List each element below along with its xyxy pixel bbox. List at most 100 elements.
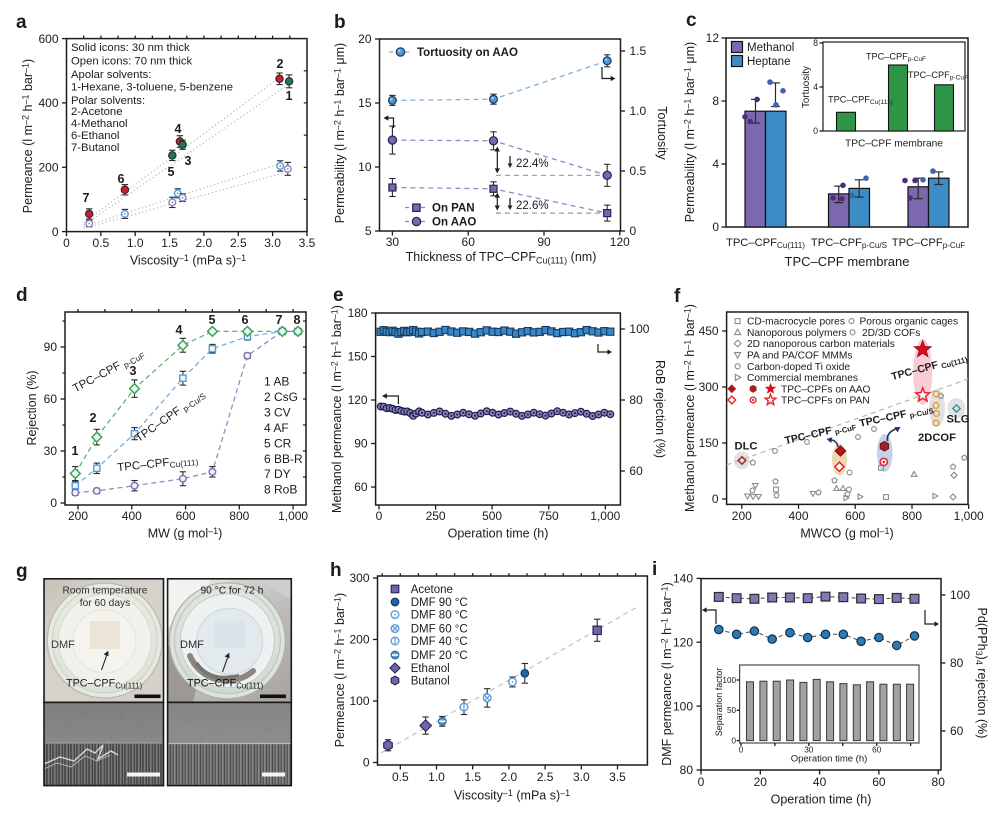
svg-text:5: 5 [365, 224, 372, 238]
svg-text:DMF 80 °C: DMF 80 °C [411, 610, 468, 622]
svg-text:TPC–CPF membrane: TPC–CPF membrane [785, 254, 910, 269]
svg-text:30: 30 [804, 746, 814, 755]
svg-text:0.5: 0.5 [630, 164, 647, 178]
svg-text:90: 90 [44, 340, 58, 354]
svg-text:0.5: 0.5 [392, 770, 409, 784]
svg-text:5: 5 [209, 313, 216, 327]
svg-text:Nanoporous polymers: Nanoporous polymers [747, 328, 847, 339]
svg-text:200: 200 [68, 509, 88, 523]
svg-text:120: 120 [673, 635, 693, 649]
svg-text:1.0: 1.0 [630, 104, 647, 118]
svg-text:0: 0 [52, 225, 59, 239]
svg-text:Viscosity–1 (mPa s)–1: Viscosity–1 (mPa s)–1 [130, 253, 246, 268]
svg-text:6: 6 [118, 172, 125, 186]
svg-text:140: 140 [673, 572, 693, 586]
svg-text:60: 60 [950, 724, 964, 738]
svg-text:200: 200 [349, 633, 369, 647]
svg-text:0: 0 [712, 492, 719, 506]
svg-text:150: 150 [699, 436, 719, 450]
svg-text:600: 600 [38, 32, 58, 46]
svg-text:4: 4 [175, 122, 182, 136]
svg-text:Methanol permeance (l m–2 h–1: Methanol permeance (l m–2 h–1 bar–1) [329, 305, 344, 513]
svg-text:800: 800 [902, 509, 922, 523]
svg-text:Open icons: 70 nm thick: Open icons: 70 nm thick [71, 55, 193, 67]
svg-text:7 DY: 7 DY [264, 467, 291, 481]
svg-text:180: 180 [348, 306, 368, 320]
svg-text:TPC–CPF membrane: TPC–CPF membrane [845, 139, 943, 150]
svg-text:2: 2 [277, 57, 284, 71]
svg-text:DMF 40 °C: DMF 40 °C [411, 636, 468, 648]
svg-text:22.6%: 22.6% [516, 200, 549, 212]
svg-text:2.5: 2.5 [537, 770, 554, 784]
svg-text:40: 40 [813, 775, 827, 789]
svg-text:400: 400 [122, 509, 142, 523]
svg-text:2-Acetone: 2-Acetone [71, 106, 123, 118]
svg-text:120: 120 [610, 235, 630, 249]
svg-text:7: 7 [83, 191, 90, 205]
svg-text:for 60 days: for 60 days [80, 598, 130, 609]
svg-text:Polar solvents:: Polar solvents: [71, 95, 145, 107]
svg-text:8 RoB: 8 RoB [264, 483, 297, 497]
svg-text:1.0: 1.0 [127, 236, 144, 250]
svg-text:200: 200 [38, 161, 58, 175]
svg-text:DMF: DMF [180, 639, 204, 651]
svg-text:4: 4 [176, 323, 183, 337]
svg-text:Operation time (h): Operation time (h) [448, 527, 549, 541]
svg-text:2D nanoporous carbon materials: 2D nanoporous carbon materials [747, 339, 895, 350]
svg-text:1 AB: 1 AB [264, 375, 289, 389]
svg-text:TPC–CPFCu(111): TPC–CPFCu(111) [828, 95, 893, 107]
svg-text:7-Butanol: 7-Butanol [71, 142, 119, 154]
svg-text:60: 60 [872, 746, 882, 755]
svg-text:Thickness of TPC–CPFCu(111) (n: Thickness of TPC–CPFCu(111) (nm) [406, 250, 597, 265]
svg-text:8: 8 [294, 313, 301, 327]
svg-text:Viscosity–1 (mPa s)–1: Viscosity–1 (mPa s)–1 [454, 788, 570, 803]
svg-text:DMF permeance (l m–2 h–1 bar–1: DMF permeance (l m–2 h–1 bar–1) [659, 582, 674, 766]
svg-text:10: 10 [358, 160, 372, 174]
svg-text:h: h [330, 560, 342, 581]
svg-text:Commercial membranes: Commercial membranes [747, 373, 858, 384]
svg-text:8: 8 [813, 38, 818, 48]
svg-text:Ethanol: Ethanol [411, 663, 450, 675]
svg-text:1.5: 1.5 [630, 44, 647, 58]
svg-text:TPC–CPFs on PAN: TPC–CPFs on PAN [781, 396, 870, 407]
svg-text:TPC–CPFCu(111): TPC–CPFCu(111) [66, 678, 143, 691]
svg-text:RoB rejection (%): RoB rejection (%) [653, 360, 667, 458]
svg-text:i: i [652, 559, 657, 580]
svg-text:2: 2 [90, 411, 97, 425]
svg-text:DMF 20 °C: DMF 20 °C [411, 650, 468, 662]
svg-text:CD-macrocycle pores: CD-macrocycle pores [747, 317, 845, 328]
svg-text:0: 0 [712, 220, 719, 234]
svg-text:Operation time (h): Operation time (h) [791, 754, 868, 765]
svg-text:0: 0 [50, 496, 57, 510]
svg-text:Heptane: Heptane [747, 56, 790, 68]
svg-text:3 CV: 3 CV [264, 405, 291, 419]
svg-text:400: 400 [788, 509, 808, 523]
svg-text:80: 80 [950, 656, 964, 670]
svg-text:Room temperature: Room temperature [63, 586, 148, 597]
svg-text:20: 20 [358, 32, 372, 46]
svg-text:60: 60 [44, 392, 58, 406]
svg-text:2.5: 2.5 [230, 236, 247, 250]
svg-text:100: 100 [349, 694, 369, 708]
svg-text:80: 80 [932, 775, 946, 789]
svg-text:6: 6 [242, 313, 249, 327]
svg-text:800: 800 [229, 509, 249, 523]
svg-text:250: 250 [426, 509, 446, 523]
svg-text:e: e [333, 285, 344, 306]
svg-text:0: 0 [732, 736, 737, 745]
svg-text:Acetone: Acetone [411, 584, 453, 596]
svg-text:Apolar solvents:: Apolar solvents: [71, 69, 151, 81]
svg-text:PA and PA/COF MMMs: PA and PA/COF MMMs [747, 351, 852, 362]
svg-text:4: 4 [813, 82, 818, 92]
svg-text:750: 750 [539, 509, 559, 523]
svg-text:0: 0 [363, 756, 370, 770]
svg-text:3.5: 3.5 [609, 770, 626, 784]
svg-text:TPC–CPFCu(111): TPC–CPFCu(111) [117, 454, 199, 476]
svg-text:Methanol permeance (l m–2 h–1: Methanol permeance (l m–2 h–1 bar–1) [682, 304, 697, 512]
svg-text:TPC–CPFp-CuF: TPC–CPFp-CuF [866, 52, 926, 64]
svg-text:600: 600 [176, 509, 196, 523]
svg-text:Tortuosity: Tortuosity [655, 106, 669, 160]
svg-text:100: 100 [950, 588, 970, 602]
svg-text:3.0: 3.0 [264, 236, 281, 250]
svg-text:TPC–CPFp-CuF: TPC–CPFp-CuF [892, 237, 966, 250]
